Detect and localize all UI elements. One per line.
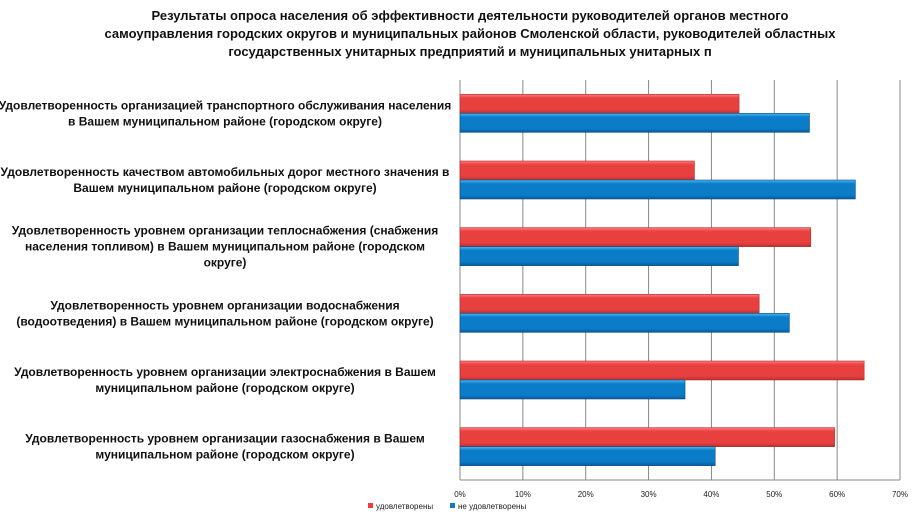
bar-not-satisfied <box>459 246 739 266</box>
category-label: Удовлетворенность качеством автомобильны… <box>1 165 450 179</box>
legend-label: не удовлетворены <box>458 502 526 511</box>
bar-satisfied <box>459 360 865 381</box>
bar-satisfied <box>459 94 740 114</box>
bar-satisfied <box>459 160 695 181</box>
bars <box>459 94 865 466</box>
chart-title-line: самоуправления городских округов и муниц… <box>105 26 837 41</box>
x-tick-label: 60% <box>829 490 845 499</box>
gridlines <box>459 80 901 481</box>
category-label: Вашем муниципальном районе (городском ок… <box>73 181 376 195</box>
category-label: Удовлетворенность уровнем организации те… <box>12 224 438 238</box>
bar-satisfied <box>459 227 812 247</box>
x-tick-label: 50% <box>766 490 782 499</box>
legend-swatch <box>368 503 373 508</box>
category-label: Удовлетворенность уровнем организации га… <box>25 432 425 446</box>
chart-title-line: Результаты опроса населения об эффективн… <box>152 8 789 23</box>
category-label: Удовлетворенность организацией транспорт… <box>0 98 451 112</box>
bar-not-satisfied <box>459 446 716 466</box>
bar-satisfied <box>459 294 760 314</box>
category-label: округе) <box>204 256 247 270</box>
legend: удовлетворены не удовлетворены <box>368 502 526 511</box>
x-tick-label: 0% <box>454 490 466 499</box>
category-label: Удовлетворенность уровнем организации эл… <box>14 365 436 379</box>
category-label: муниципальном районе (городском округе) <box>95 448 354 462</box>
bar-not-satisfied <box>459 113 810 133</box>
bar-not-satisfied <box>459 179 856 200</box>
bar-not-satisfied <box>459 313 790 333</box>
category-label: населения топливом) в Вашем муниципально… <box>25 240 425 254</box>
category-label: в Вашем муниципальном районе (городском … <box>68 114 382 128</box>
category-labels: Удовлетворенность организацией транспорт… <box>0 98 451 461</box>
category-label: (водоотведения) в Вашем муниципальном ра… <box>16 314 433 328</box>
chart-title-line: государственных унитарных предприятий и … <box>228 44 711 59</box>
category-label: муниципальном районе (городском округе) <box>95 381 354 395</box>
bar-not-satisfied <box>459 379 686 400</box>
x-tick-label: 10% <box>515 490 531 499</box>
x-tick-label: 20% <box>578 490 594 499</box>
x-tick-label: 70% <box>892 490 908 499</box>
legend-label: удовлетворены <box>376 502 433 511</box>
x-tick-label: 40% <box>703 490 719 499</box>
bar-satisfied <box>459 427 835 447</box>
legend-swatch <box>450 503 455 508</box>
category-label: Удовлетворенность уровнем организации во… <box>50 298 399 312</box>
x-axis-ticks: 0% 10% 20% 30% 40% 50% 60% 70% <box>454 490 908 499</box>
x-tick-label: 30% <box>641 490 657 499</box>
chart-title: Результаты опроса населения об эффективн… <box>105 8 837 59</box>
